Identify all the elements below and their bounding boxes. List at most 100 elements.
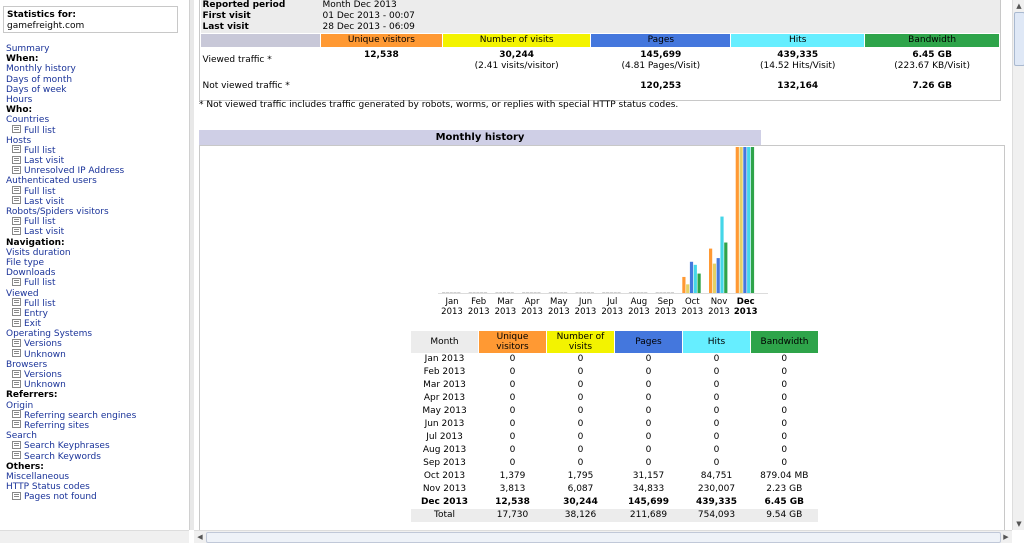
menu-item[interactable]: Search: [6, 431, 184, 441]
menu-item-link[interactable]: Days of week: [6, 84, 67, 95]
chart-year-label: 2013: [681, 307, 703, 317]
menu-item[interactable]: Countries: [6, 115, 184, 125]
menu-subitem[interactable]: Versions: [6, 338, 184, 350]
menu-item-link[interactable]: Authenticated users: [6, 176, 97, 187]
menu-item-link[interactable]: Miscellaneous: [6, 471, 70, 482]
menu-item[interactable]: Hours: [6, 95, 184, 105]
menu-item[interactable]: Summary: [6, 44, 184, 54]
menu-subitem-link[interactable]: Search Keywords: [24, 451, 101, 462]
last-visit-row: Last visit 28 Dec 2013 - 06:09: [200, 22, 1000, 34]
menu-item[interactable]: Days of month: [6, 75, 184, 85]
menu-item-link[interactable]: Downloads: [6, 268, 56, 279]
menu-subitem-link[interactable]: Full list: [24, 278, 56, 289]
menu-subitem-link[interactable]: Search Keyphrases: [24, 441, 110, 452]
menu-subitem[interactable]: Versions: [6, 369, 184, 380]
menu-item[interactable]: File type: [6, 258, 184, 268]
vertical-scrollbar[interactable]: ▲ ▼: [1012, 0, 1024, 530]
menu-subitem[interactable]: Last visit: [6, 155, 184, 167]
menu-subitem-link[interactable]: Full list: [24, 125, 56, 136]
menu-subitem-link[interactable]: Full list: [24, 298, 56, 309]
mh-cell-bandwidth: 0: [781, 354, 788, 364]
menu-subitem-link[interactable]: Unresolved IP Address: [24, 166, 125, 177]
menu-subitem[interactable]: Entry: [6, 308, 184, 319]
mh-cell-unique: 0: [509, 432, 516, 442]
menu-subitem-link[interactable]: Full list: [24, 145, 56, 156]
menu-subitem[interactable]: Full list: [6, 125, 184, 136]
menu-item-link[interactable]: Monthly history: [6, 64, 76, 75]
mh-cell-month: Nov 2013: [422, 484, 467, 494]
menu-subitem-link[interactable]: Entry: [24, 308, 48, 319]
menu-item[interactable]: Browsers: [6, 360, 184, 370]
scroll-down-icon[interactable]: ▼: [1016, 520, 1022, 528]
chart-bar: [499, 292, 503, 293]
menu-subitem-link[interactable]: Versions: [24, 370, 62, 380]
vertical-scroll-thumb[interactable]: [1014, 12, 1024, 66]
menu-subitem-link[interactable]: Versions: [24, 339, 62, 350]
menu-horizontal-scrollbar[interactable]: [0, 530, 189, 543]
mh-total-bandwidth: 9.54 GB: [750, 509, 818, 522]
menu-subitem[interactable]: Full list: [6, 216, 184, 228]
menu-item-link[interactable]: Days of month: [6, 74, 73, 85]
menu-subitem-link[interactable]: Unknown: [24, 380, 66, 391]
menu-subitem-link[interactable]: Referring search engines: [24, 410, 137, 421]
list-icon: [12, 491, 21, 500]
menu-item[interactable]: Authenticated users: [6, 176, 184, 186]
menu-item-link[interactable]: Search: [6, 431, 37, 442]
menu-subitem-link[interactable]: Last visit: [24, 227, 65, 238]
menu-item[interactable]: Origin: [6, 401, 184, 411]
scroll-up-icon[interactable]: ▲: [1016, 2, 1022, 10]
menu-subitem-link[interactable]: Full list: [24, 217, 56, 228]
menu-item[interactable]: Monthly history: [6, 64, 184, 74]
menu-subitem[interactable]: Unresolved IP Address: [6, 165, 184, 177]
menu-subitem-link[interactable]: Last visit: [24, 196, 65, 207]
hdr-bandwidth: Bandwidth: [864, 33, 1000, 48]
menu-subitem[interactable]: Last visit: [6, 196, 184, 207]
chart-year-label: 2013: [468, 307, 490, 317]
menu-item-link[interactable]: Robots/Spiders visitors: [6, 207, 109, 217]
menu-item[interactable]: Viewed: [6, 289, 184, 299]
menu-subitem-link[interactable]: Pages not found: [24, 492, 97, 503]
menu-subitem-link[interactable]: Unknown: [24, 349, 66, 360]
frame-divider[interactable]: [189, 0, 194, 530]
menu-item[interactable]: Hosts: [6, 136, 184, 146]
scroll-left-icon[interactable]: ◀: [197, 533, 203, 541]
menu-subitem-link[interactable]: Exit: [24, 319, 42, 330]
menu-item-link[interactable]: Countries: [6, 115, 50, 126]
menu-item-link[interactable]: Origin: [6, 400, 34, 411]
scroll-right-icon[interactable]: ▶: [1003, 533, 1009, 541]
menu-subitem[interactable]: Unknown: [6, 379, 184, 391]
menu-item[interactable]: Visits duration: [6, 248, 184, 258]
menu-item[interactable]: Operating Systems: [6, 329, 184, 339]
menu-item-link[interactable]: HTTP Status codes: [6, 482, 90, 493]
menu-item[interactable]: Downloads: [6, 268, 184, 278]
menu-subitem-link[interactable]: Referring sites: [24, 420, 90, 431]
menu-item[interactable]: Miscellaneous: [6, 472, 184, 482]
menu-subitem[interactable]: Full list: [6, 277, 184, 289]
menu-subitem[interactable]: Full list: [6, 186, 184, 197]
horizontal-scrollbar[interactable]: ◀ ▶: [194, 530, 1012, 543]
menu-item[interactable]: HTTP Status codes: [6, 482, 184, 492]
menu-item[interactable]: Robots/Spiders visitors: [6, 207, 184, 217]
menu-item-link[interactable]: Visits duration: [6, 247, 71, 258]
menu-item-link[interactable]: File type: [6, 257, 45, 268]
menu-item-link[interactable]: Operating Systems: [6, 329, 93, 340]
menu-subitem[interactable]: Full list: [6, 298, 184, 309]
menu-item-link[interactable]: Browsers: [6, 359, 48, 370]
menu-subitem[interactable]: Referring sites: [6, 420, 184, 431]
menu-subitem-link[interactable]: Last visit: [24, 156, 65, 167]
menu-item-link[interactable]: Viewed: [6, 288, 39, 299]
menu-subitem[interactable]: Referring search engines: [6, 410, 184, 421]
menu-subitem[interactable]: Pages not found: [6, 491, 184, 503]
menu-subitem[interactable]: Exit: [6, 318, 184, 330]
menu-item-link[interactable]: Hours: [6, 94, 33, 105]
menu-item-link[interactable]: Summary: [6, 44, 50, 54]
menu-subitem[interactable]: Last visit: [6, 226, 184, 238]
menu-item-link[interactable]: Hosts: [6, 135, 32, 146]
menu-subitem[interactable]: Unknown: [6, 349, 184, 360]
menu-subitem[interactable]: Search Keyphrases: [6, 440, 184, 452]
horizontal-scroll-thumb[interactable]: [206, 532, 1001, 543]
menu-item[interactable]: Days of week: [6, 85, 184, 95]
menu-subitem[interactable]: Search Keywords: [6, 451, 184, 462]
menu-subitem-link[interactable]: Full list: [24, 186, 56, 197]
menu-subitem[interactable]: Full list: [6, 145, 184, 156]
